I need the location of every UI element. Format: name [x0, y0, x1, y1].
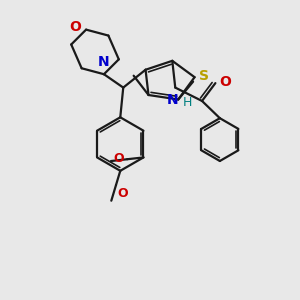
Text: O: O: [118, 188, 128, 200]
Text: N: N: [167, 93, 179, 107]
Text: S: S: [199, 69, 209, 83]
Text: O: O: [69, 20, 81, 34]
Text: N: N: [98, 55, 110, 69]
Text: H: H: [183, 96, 192, 109]
Text: O: O: [219, 75, 231, 88]
Text: O: O: [113, 152, 124, 165]
